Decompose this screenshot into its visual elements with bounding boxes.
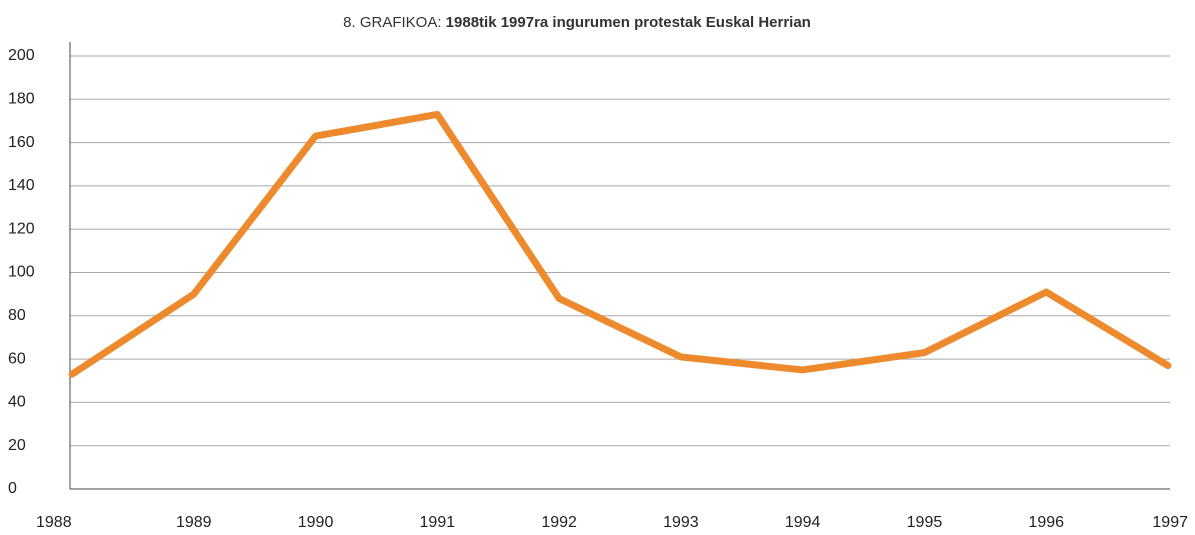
y-tick-label: 140 (8, 177, 35, 194)
y-tick-label: 160 (8, 134, 35, 151)
x-tick-label: 1988 (36, 514, 72, 531)
y-tick-label: 60 (8, 350, 26, 367)
x-tick-label: 1991 (420, 514, 456, 531)
x-tick-label: 1990 (298, 514, 334, 531)
title-text: 1988tik 1997ra ingurumen protestak Euska… (446, 14, 811, 31)
y-tick-label: 180 (8, 91, 35, 108)
x-tick-label: 1995 (907, 514, 943, 531)
y-tick-label: 40 (8, 394, 26, 411)
data-line (68, 110, 1172, 378)
y-tick-label: 20 (8, 437, 26, 454)
y-tick-label: 120 (8, 220, 35, 237)
x-tick-label: 1993 (663, 514, 699, 531)
x-tick-label: 1996 (1028, 514, 1064, 531)
chart-title: 8. GRAFIKOA: 1988tik 1997ra ingurumen pr… (343, 14, 811, 31)
y-tick-label: 200 (8, 47, 35, 64)
x-tick-label: 1989 (176, 514, 212, 531)
title-label: 8. GRAFIKOA: (343, 14, 441, 31)
y-tick-label: 0 (8, 480, 17, 497)
x-tick-label: 1994 (785, 514, 821, 531)
x-tick-label: 1992 (541, 514, 577, 531)
x-tick-label: 1997 (1152, 514, 1188, 531)
y-tick-label: 80 (8, 307, 26, 324)
y-tick-label: 100 (8, 264, 35, 281)
